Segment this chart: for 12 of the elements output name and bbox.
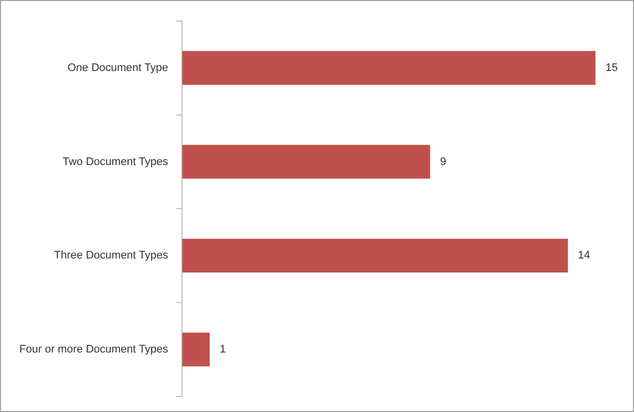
data-label: 15	[605, 62, 618, 74]
bar	[182, 144, 430, 179]
data-label: 1	[220, 344, 226, 356]
y-tick-label: Three Document Types	[54, 250, 169, 262]
y-tick-label: One Document Type	[67, 62, 168, 74]
data-label: 14	[578, 250, 590, 262]
y-tick-label: Two Document Types	[62, 156, 169, 168]
bar	[182, 238, 568, 273]
y-tick-label: Four or more Document Types	[19, 344, 169, 356]
bar	[182, 51, 596, 85]
data-label: 9	[440, 156, 446, 168]
bar	[182, 332, 210, 366]
